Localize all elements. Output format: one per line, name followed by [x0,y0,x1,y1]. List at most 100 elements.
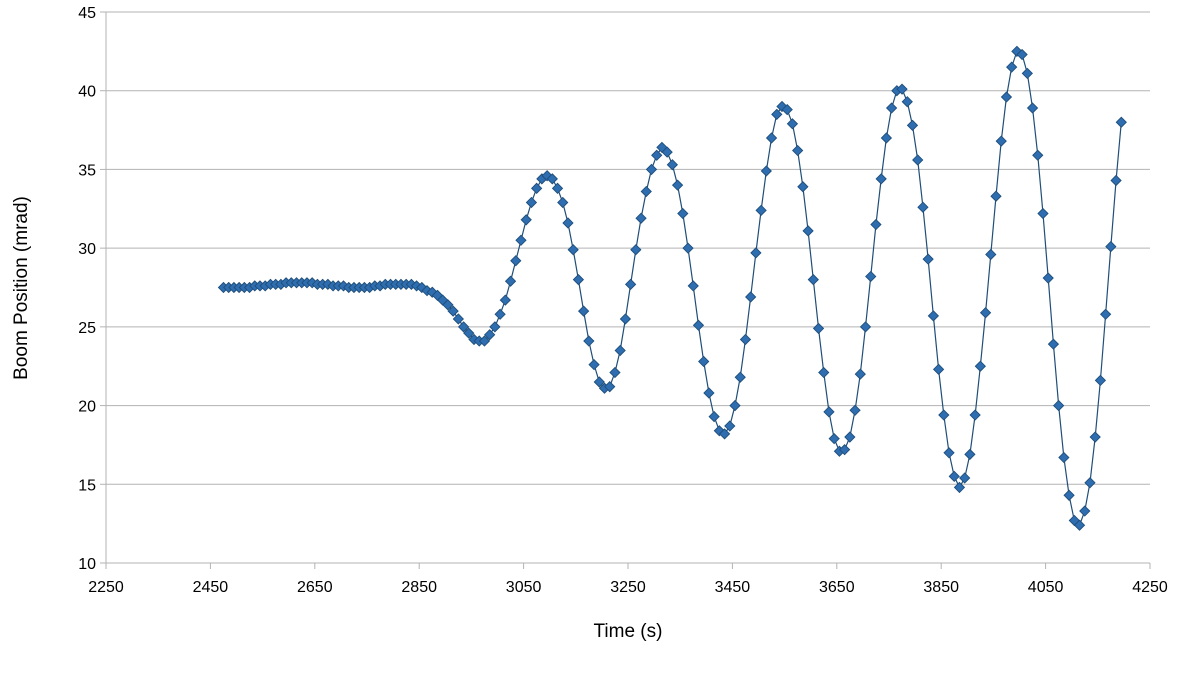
data-point [969,409,981,421]
data-point [1016,48,1028,61]
data-point [692,319,705,331]
data-point [729,399,741,412]
data-point [765,132,778,144]
data-point [614,344,626,357]
data-point [1026,102,1039,114]
data-point [781,103,793,116]
data-point [906,119,919,131]
data-point [927,310,940,322]
data-point [494,308,506,320]
data-point [807,273,819,286]
data-point [510,255,522,267]
data-point [1006,61,1018,73]
x-tick-label: 3850 [923,579,959,596]
data-point [630,244,642,256]
y-tick-label: 10 [78,556,96,573]
data-point [745,291,757,303]
data-point [922,253,934,265]
data-point [708,410,720,423]
data-point [463,327,475,339]
data-point [1053,399,1065,412]
data-point [546,173,558,185]
data-point [943,447,955,459]
data-point [515,234,527,246]
data-point [880,132,893,144]
data-point [870,218,882,231]
data-point [828,432,840,445]
data-point [755,204,767,216]
grid [106,11,1150,564]
data-point [567,244,579,256]
data-point [854,368,866,380]
data-point [901,96,913,108]
data-point [953,481,966,494]
data-point [917,201,929,213]
data-point [583,335,595,347]
x-tick-label: 2850 [401,579,437,596]
x-tick-label: 3450 [715,579,751,596]
data-point [698,355,710,368]
data-point [577,305,590,317]
data-point [912,154,924,166]
data-point [677,207,689,220]
y-tick-label: 30 [78,241,96,258]
data-point [484,329,496,341]
data-point [979,307,992,319]
data-point [932,363,945,375]
x-tick-label: 4050 [1028,579,1064,596]
data-point [426,286,438,298]
data-point [1089,431,1101,443]
data-point [624,278,637,290]
x-tick-label: 2650 [297,579,333,596]
data-point [1063,489,1075,501]
data-point [1115,116,1127,128]
data-point [724,420,736,432]
data-point [447,305,459,317]
data-point [666,159,679,171]
y-axis-title: Boom Position (mrad) [11,196,32,380]
data-point [1084,477,1096,489]
data-point [838,444,851,456]
data-point [1021,67,1033,80]
data-point [1105,240,1117,253]
data-point [457,321,470,333]
y-tick-label: 45 [78,5,96,22]
data-point [734,371,746,383]
data-point [1047,338,1060,350]
y-tick-label: 25 [78,320,96,337]
data-point [750,247,762,259]
data-point [760,165,772,177]
data-point [588,359,600,371]
data-point [619,313,632,325]
data-point [645,163,658,176]
x-tick-label: 2250 [88,579,124,596]
data-point [1094,374,1107,387]
data-point [489,321,501,333]
data-point [572,273,585,286]
data-point [609,366,621,379]
ticks: 10 15 20 25 30 35 40 45 2250 2450 2650 2850 3050 3250… [78,5,1168,596]
data-point [604,381,616,393]
data-point [792,144,804,157]
data-point [818,366,830,379]
data-point [718,428,731,440]
data-point [651,149,663,161]
data-point [802,225,814,237]
data-point [995,135,1007,147]
data-point [786,118,799,130]
data-point [687,280,699,292]
y-tick-label: 15 [78,477,96,494]
x-tick-label: 3650 [819,579,855,596]
data-point [771,108,783,120]
data-point [1042,272,1054,284]
data-point [682,242,694,254]
data-point [671,179,684,191]
x-tick-label: 3050 [506,579,542,596]
data-point [499,294,511,306]
data-point [504,275,517,287]
y-tick-label: 40 [78,84,96,101]
data-point [531,182,543,194]
data-point [990,190,1002,202]
data-point [885,102,898,114]
data-point [640,185,652,198]
